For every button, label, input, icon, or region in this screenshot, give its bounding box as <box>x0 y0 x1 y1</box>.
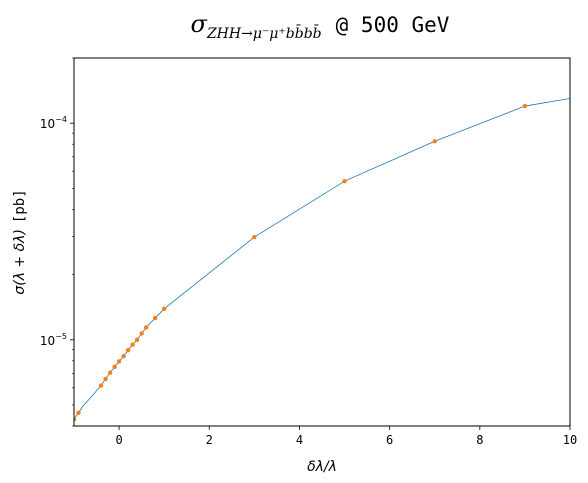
axes-frame <box>73 57 571 427</box>
data-point <box>130 342 135 347</box>
data-point <box>112 364 117 370</box>
data-point <box>342 178 347 184</box>
y-axis-label: σ(λ + δλ) [pb] <box>12 189 28 294</box>
y-tick-label: 10−5 <box>40 332 67 348</box>
x-tick-label: 10 <box>563 433 577 447</box>
plot-area <box>73 57 571 427</box>
x-axis-label: δλ/λ <box>307 459 337 475</box>
data-point <box>116 359 122 364</box>
data-point <box>98 383 104 388</box>
data-point <box>125 348 131 353</box>
y-axis-label-math: σ(λ + δλ) <box>12 229 28 295</box>
chart-title: σZHH→μ⁻μ⁺bb̄bb̄ @ 500 GeV <box>191 10 450 42</box>
x-tick-label: 2 <box>206 433 213 447</box>
x-tick-label: 8 <box>476 433 483 447</box>
title-sigma: σ <box>191 10 208 38</box>
data-point <box>74 417 77 422</box>
series-line <box>74 98 570 420</box>
data-point <box>252 234 257 240</box>
series-layer <box>74 98 570 422</box>
x-tick-label: 6 <box>386 433 393 447</box>
title-rest: @ 500 GeV <box>336 13 450 37</box>
x-tick-label: 0 <box>115 433 122 447</box>
data-point <box>143 325 149 330</box>
y-tick-label: 10−4 <box>40 115 67 131</box>
title-subscript: ZHH→μ⁻μ⁺bb̄bb̄ <box>206 24 322 42</box>
x-axis-ticks: 0 2 4 6 8 10 <box>115 426 577 447</box>
data-point <box>161 306 167 312</box>
y-axis-ticks: 10−5 10−4 <box>40 57 74 427</box>
data-point <box>432 139 437 144</box>
x-tick-label: 4 <box>296 433 303 447</box>
y-axis-label-unit: [pb] <box>12 189 28 223</box>
data-point <box>134 337 140 343</box>
data-point <box>121 354 126 359</box>
data-point <box>76 410 81 416</box>
data-point <box>107 370 113 375</box>
data-point <box>522 103 528 109</box>
data-point <box>152 315 158 321</box>
data-point <box>103 376 108 382</box>
data-point <box>139 331 144 336</box>
